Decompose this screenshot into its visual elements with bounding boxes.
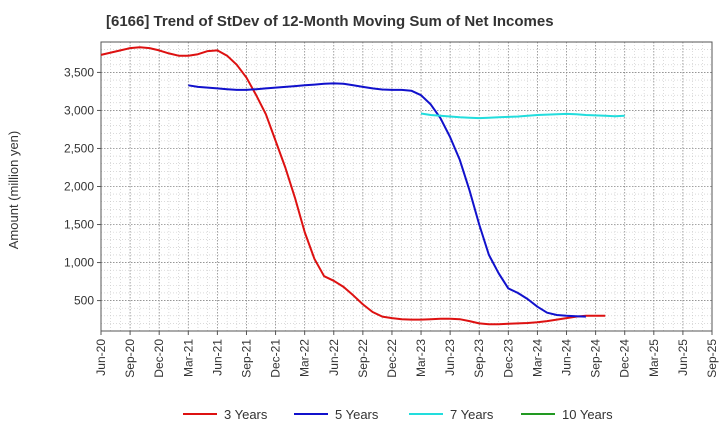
x-tick-label: Mar-23 [414, 339, 428, 377]
y-tick-label: 1,000 [64, 256, 94, 270]
y-tick-label: 3,500 [64, 65, 94, 79]
x-tick-label: Jun-24 [560, 339, 574, 376]
legend-label: 7 Years [450, 407, 494, 422]
x-tick-label: Jun-23 [443, 339, 457, 376]
x-tick-label: Dec-21 [269, 339, 283, 378]
series-line-3-years [100, 46, 606, 326]
x-tick-label: Mar-21 [181, 339, 195, 377]
grid-lines [101, 42, 713, 331]
y-tick-label: 1,500 [64, 218, 94, 232]
y-tick-label: 2,000 [64, 180, 94, 194]
x-tick-label: Sep-21 [239, 339, 253, 378]
chart-title: [6166] Trend of StDev of 12-Month Moving… [106, 13, 554, 30]
legend: 3 Years 5 Years 7 Years 10 Years [183, 407, 613, 422]
x-tick-label: Jun-21 [210, 339, 224, 376]
x-tick-labels: Jun-20 Sep-20 Dec-20 Mar-21 Jun-21 Sep-21 Dec-… [94, 339, 719, 378]
x-tick-label: Dec-23 [501, 339, 515, 378]
x-tick-label: Sep-24 [589, 339, 603, 378]
x-tick-label: Dec-24 [618, 339, 632, 378]
x-tick-label: Sep-25 [705, 339, 719, 378]
x-tick-label: Sep-23 [472, 339, 486, 378]
series-line-5-years [188, 82, 586, 318]
y-tick-label: 2,500 [64, 141, 94, 155]
x-tick-label: Sep-20 [123, 339, 137, 378]
x-tick-label: Dec-22 [385, 339, 399, 378]
y-tick-label: 500 [74, 294, 94, 308]
series-line-7-years [420, 112, 625, 120]
x-tick-label: Sep-22 [356, 339, 370, 378]
legend-label: 5 Years [335, 407, 379, 422]
x-tick-label: Jun-22 [327, 339, 341, 376]
y-tick-labels: 500 1,000 1,500 2,000 2,500 3,000 3,500 [64, 65, 94, 307]
x-tick-label: Dec-20 [152, 339, 166, 378]
legend-label: 10 Years [562, 407, 613, 422]
x-tick-label: Jun-20 [94, 339, 108, 376]
axes [97, 41, 713, 335]
x-tick-label: Mar-24 [530, 339, 544, 377]
y-tick-label: 3,000 [64, 103, 94, 117]
x-tick-label: Jun-25 [676, 339, 690, 376]
x-tick-label: Mar-25 [647, 339, 661, 377]
series-lines [100, 46, 625, 326]
legend-label: 3 Years [224, 407, 268, 422]
y-axis-title: Amount (million yen) [6, 131, 21, 250]
x-tick-label: Mar-22 [298, 339, 312, 377]
